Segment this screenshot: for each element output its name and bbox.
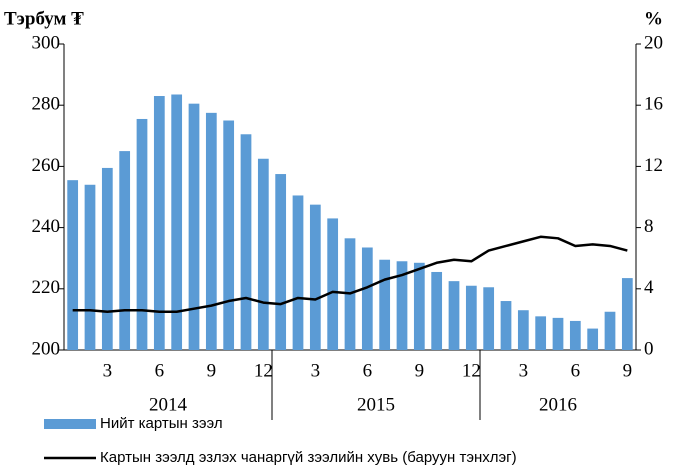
y-tick-label: 220 <box>32 277 61 298</box>
bar <box>188 103 200 350</box>
x-tick-label: 6 <box>363 360 373 381</box>
bar <box>465 285 477 350</box>
bar <box>413 262 425 350</box>
bar <box>205 112 217 350</box>
x-tick-label: 3 <box>311 360 321 381</box>
bar <box>587 328 599 350</box>
y-axis-title: Тэрбум ₮ <box>4 8 84 29</box>
bar <box>361 247 373 350</box>
x-tick-label: 6 <box>155 360 165 381</box>
bar <box>569 320 581 350</box>
bar <box>119 151 131 350</box>
bar <box>223 120 235 350</box>
x-tick-label: 12 <box>254 360 273 381</box>
y2-tick-label: 16 <box>644 94 663 115</box>
bar <box>500 301 512 350</box>
bar <box>240 134 252 350</box>
bar <box>257 158 269 350</box>
y2-tick-label: 4 <box>644 277 654 298</box>
bar <box>396 261 408 350</box>
y2-tick-label: 8 <box>644 216 654 237</box>
y2-tick-label: 12 <box>644 155 663 176</box>
y2-tick-label: 0 <box>644 338 654 359</box>
x-tick-label: 6 <box>571 360 581 381</box>
bar <box>552 317 564 350</box>
bar <box>153 96 165 351</box>
bar <box>136 118 148 350</box>
bar <box>431 271 443 350</box>
y-tick-label: 280 <box>32 94 61 115</box>
line <box>72 235 628 313</box>
bar <box>379 259 391 350</box>
bar <box>84 184 96 350</box>
year-label: 2014 <box>149 394 188 415</box>
bar <box>101 167 113 350</box>
year-label: 2016 <box>539 394 577 415</box>
y-tick-label: 240 <box>32 216 61 237</box>
x-tick-label: 12 <box>462 360 481 381</box>
bar <box>604 311 616 350</box>
bar <box>517 310 529 350</box>
x-tick-label: 9 <box>415 360 425 381</box>
bar <box>483 287 495 350</box>
legend-swatch <box>44 419 96 429</box>
y-tick-label: 260 <box>32 155 61 176</box>
bar <box>275 174 287 350</box>
legend-label: Картын зээлд эзлэх чанаргүй зээлийн хувь… <box>100 449 517 466</box>
x-tick-label: 3 <box>103 360 113 381</box>
legend-label: Нийт картын зээл <box>100 415 223 432</box>
bar <box>448 281 460 350</box>
bar <box>621 278 633 350</box>
bar <box>535 316 547 350</box>
bar <box>171 94 183 351</box>
y-tick-label: 300 <box>32 32 61 53</box>
bar <box>327 218 339 350</box>
x-tick-label: 3 <box>519 360 529 381</box>
y2-axis-title: % <box>644 8 663 29</box>
year-label: 2015 <box>357 394 395 415</box>
bar <box>309 204 321 350</box>
x-tick-label: 9 <box>623 360 633 381</box>
y2-tick-label: 20 <box>644 32 663 53</box>
bar <box>292 195 304 350</box>
x-tick-label: 9 <box>207 360 217 381</box>
y-tick-label: 200 <box>32 338 61 359</box>
bar <box>67 180 79 350</box>
